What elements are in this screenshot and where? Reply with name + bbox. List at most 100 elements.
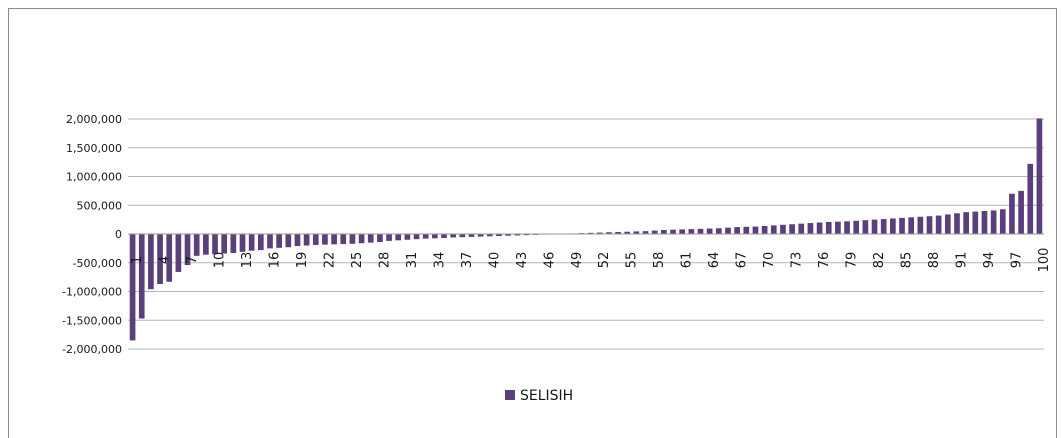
bar — [129, 234, 136, 341]
bar — [450, 234, 457, 238]
bar — [523, 234, 530, 236]
x-tick-label: 85 — [900, 252, 915, 269]
bar — [496, 234, 502, 237]
bar — [349, 234, 356, 244]
legend-swatch — [505, 390, 515, 400]
bar — [807, 223, 814, 234]
bar — [606, 232, 612, 234]
bar — [715, 228, 722, 234]
bar — [257, 234, 264, 251]
x-tick-label: 28 — [377, 252, 392, 269]
x-tick-label: 40 — [487, 252, 502, 269]
x-tick-label: 1 — [130, 256, 145, 264]
x-tick-label: 37 — [460, 252, 475, 269]
bars — [129, 118, 1043, 341]
bar — [303, 234, 310, 246]
x-tick-label: 91 — [954, 252, 969, 269]
bar — [899, 217, 905, 234]
bar-chart: 2,000,000 1,500,000 1,000,000 500,000 0 -500,… — [62, 113, 1052, 404]
bar — [404, 234, 411, 240]
x-tick-label: 94 — [982, 252, 997, 269]
bar — [688, 229, 695, 234]
bar — [138, 234, 145, 319]
x-tick-label: 97 — [1009, 252, 1024, 269]
bar — [661, 229, 667, 234]
y-tick-label: 1,500,000 — [66, 142, 122, 155]
bar — [963, 212, 969, 234]
x-tick-label: 58 — [652, 252, 667, 269]
bar — [835, 221, 841, 234]
y-tick-label: -2,000,000 — [62, 343, 122, 356]
bar — [413, 234, 420, 240]
bar — [486, 234, 493, 237]
bar — [386, 234, 392, 241]
x-tick-label: 52 — [597, 252, 612, 269]
bar — [505, 234, 511, 236]
bar — [477, 234, 484, 237]
bar — [734, 227, 740, 234]
bar — [725, 227, 731, 234]
bar — [999, 209, 1006, 234]
bar — [825, 221, 832, 234]
legend: SELISIH — [505, 388, 573, 404]
x-tick-label: 49 — [570, 252, 585, 269]
x-tick-label: 79 — [845, 252, 860, 269]
bar — [212, 234, 218, 255]
bar — [1036, 118, 1043, 234]
bar — [990, 210, 997, 234]
bar — [166, 234, 173, 282]
bar — [670, 229, 676, 234]
x-tick-label: 100 — [1037, 248, 1052, 273]
x-tick-label: 70 — [762, 252, 777, 269]
x-tick-label: 76 — [817, 252, 832, 269]
bar — [322, 234, 328, 245]
x-tick-label: 4 — [158, 256, 173, 264]
x-tick-label: 34 — [432, 252, 447, 269]
bar — [880, 219, 887, 234]
bar — [285, 234, 292, 248]
bar — [844, 221, 850, 234]
x-tick-label: 88 — [927, 252, 942, 269]
bar — [871, 219, 878, 235]
x-tick-label: 22 — [322, 252, 337, 269]
bar — [926, 216, 933, 234]
bar — [441, 234, 447, 239]
x-tick-label: 82 — [872, 252, 887, 269]
x-tick-label: 16 — [267, 252, 282, 269]
bar — [312, 234, 319, 245]
bar — [752, 226, 759, 234]
x-tick-label: 19 — [295, 252, 310, 269]
bar — [514, 234, 521, 236]
bar — [340, 234, 347, 245]
bar — [780, 224, 786, 234]
bar — [954, 213, 960, 234]
x-tick-label: 7 — [185, 256, 200, 264]
bar — [972, 211, 979, 234]
bar — [935, 215, 942, 234]
bar — [651, 230, 658, 234]
bar — [367, 234, 374, 243]
bar — [908, 217, 915, 234]
y-tick-label: 0 — [115, 228, 122, 241]
bar — [697, 228, 704, 234]
bar — [642, 231, 649, 235]
bar — [239, 234, 246, 252]
bar — [276, 234, 282, 248]
bar — [862, 220, 869, 234]
bar — [193, 234, 200, 256]
bar — [789, 224, 795, 234]
bar — [1009, 193, 1015, 234]
bar — [615, 231, 621, 234]
bar — [1027, 163, 1034, 234]
x-tick-label: 46 — [542, 252, 557, 269]
gridlines — [128, 118, 1044, 350]
bar — [587, 232, 594, 234]
bar — [459, 234, 466, 238]
bar — [422, 234, 429, 239]
bar — [331, 234, 337, 245]
bar — [981, 211, 988, 234]
x-tick-label: 13 — [240, 252, 255, 269]
bar — [248, 234, 255, 251]
y-tick-label: 1,000,000 — [66, 171, 122, 184]
bar — [944, 214, 951, 234]
